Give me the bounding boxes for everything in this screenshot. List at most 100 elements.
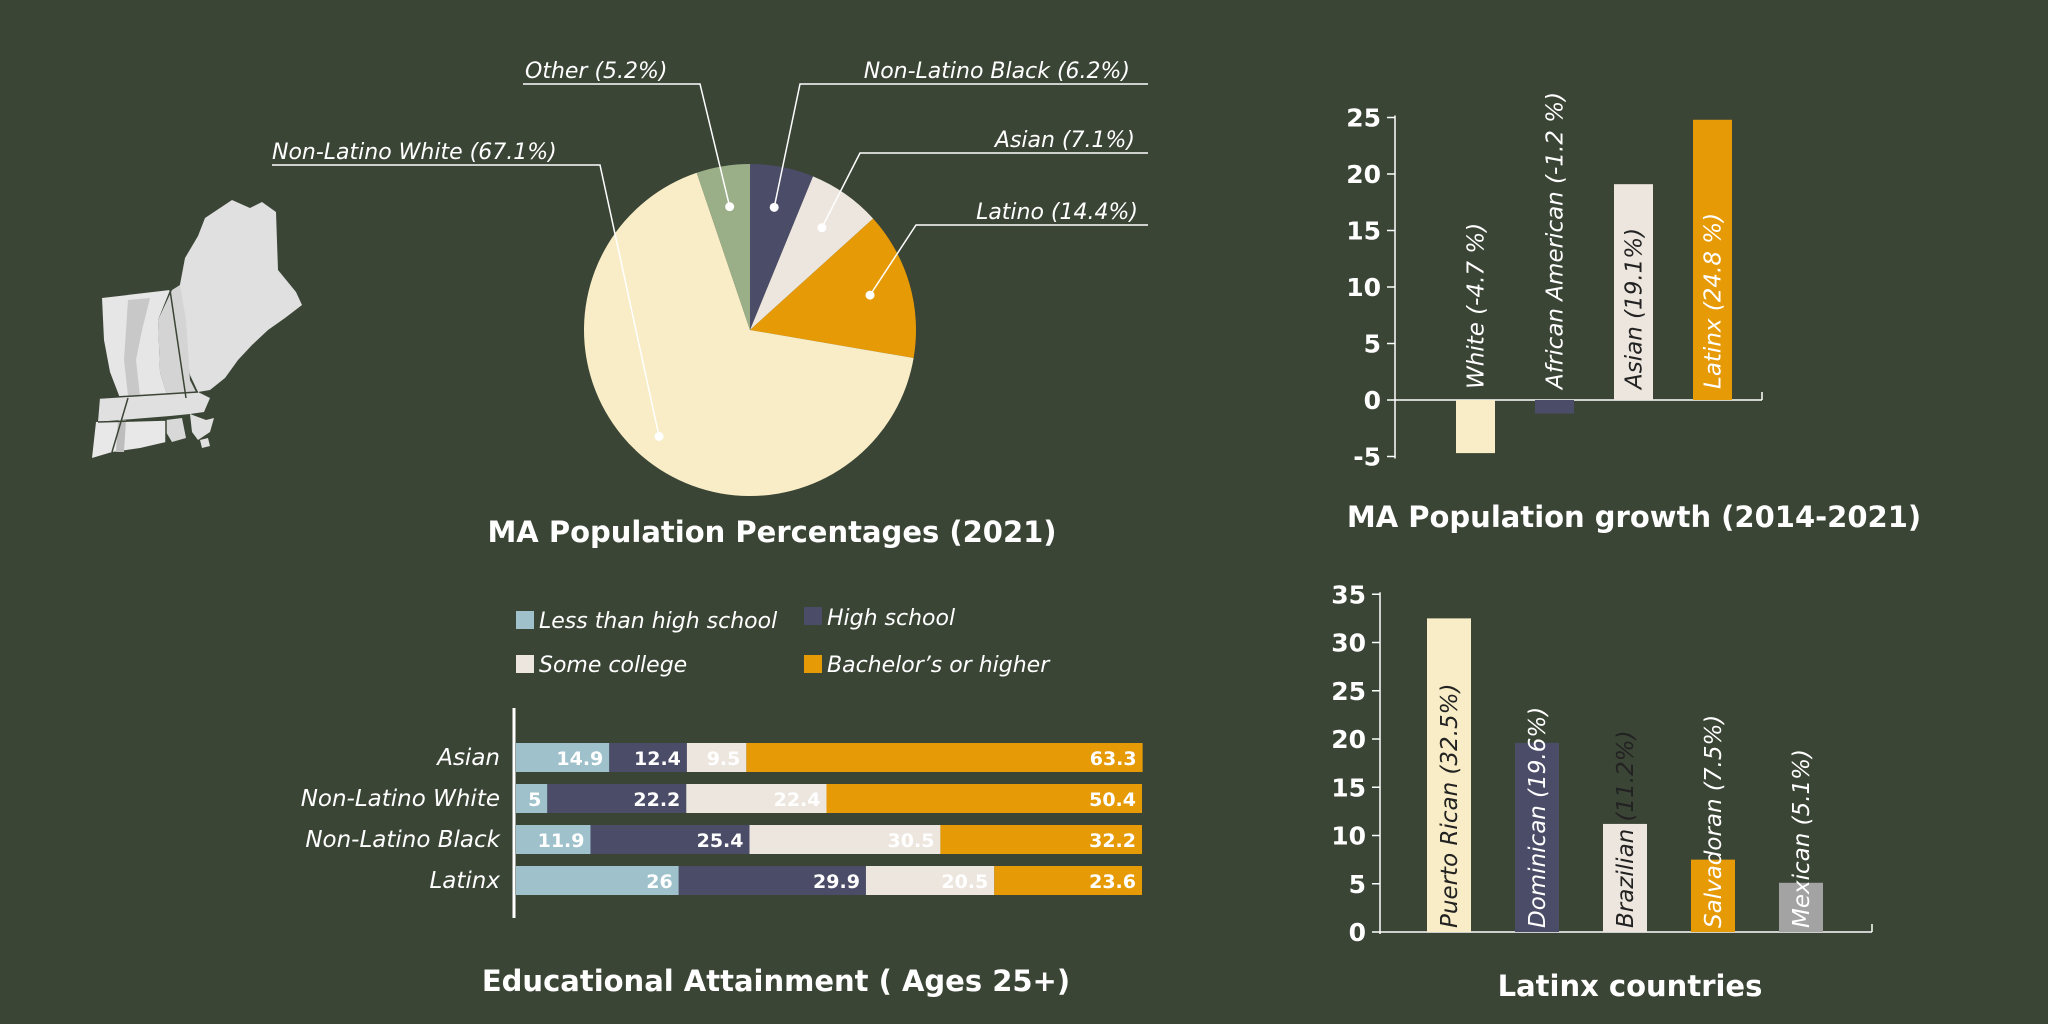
bar-label-salvadoran: Salvadoran (7.5%) [1701,715,1727,928]
y-tick-label: -5 [1353,443,1381,472]
bar-label-white: White (-4.7 %) [1464,223,1490,389]
bar-label-brazilian: Brazilian (11.2%) [1613,730,1639,928]
y-tick-label: 10 [1346,273,1381,302]
y-tick-label: 20 [1346,160,1381,189]
segment-some-college [749,825,941,854]
segment-value: 23.6 [1089,871,1136,893]
segment-value: 12.4 [634,748,681,770]
pie-label-non-latino-black: Non-Latino Black (6.2%) [864,59,1130,84]
pie-leader-line [773,83,1148,208]
segment-value: 20.5 [941,871,988,893]
segment-bachelor-s-or-higher [940,825,1142,854]
pie-slice-latino [750,218,916,359]
y-tick-label: 5 [1349,870,1366,899]
segment-bachelor-s-or-higher [826,784,1142,813]
segment-value: 5 [528,789,541,811]
segment-value: 29.9 [813,871,860,893]
y-tick-label: 30 [1331,629,1366,658]
row-label-non-latino-black: Non-Latino Black [305,827,501,853]
pie-slice-non-latino-white [584,172,914,497]
bar-brazilian [1603,823,1647,932]
y-tick-label: 20 [1331,725,1366,754]
bar-label-puerto-rican: Puerto Rican (32.5%) [1437,684,1463,928]
bar-latinx [1693,119,1732,400]
bar-white [1456,400,1495,454]
bar-asian [1614,184,1653,400]
legend-swatch-bachelors-or-higher [804,655,822,673]
bar-dominican [1515,742,1559,932]
segment-some-college [686,743,747,772]
y-tick-label: 10 [1331,822,1366,851]
pie-label-asian: Asian (7.1%) [993,128,1135,153]
y-tick-label: 15 [1331,773,1366,802]
row-label-latinx: Latinx [429,868,500,894]
segment-bachelor-s-or-higher [746,743,1143,772]
y-tick-label: 15 [1346,217,1381,246]
bar-label-african-american: African American (-1.2 %) [1543,92,1569,391]
legend-label-bachelors-or-higher: Bachelor’s or higher [827,653,1051,678]
bar-mexican [1779,882,1823,932]
legend-swatch-some-college [516,655,534,673]
segment-high-school [678,866,866,895]
segment-high-school [590,825,750,854]
segment-value: 22.4 [774,789,821,811]
pie-leader-line [821,152,1148,229]
legend-label-some-college: Some college [539,653,687,678]
segment-value: 25.4 [697,830,744,852]
pie-leader-line [272,164,660,437]
bar-african-american [1535,400,1574,414]
segment-value: 50.4 [1089,789,1136,811]
segment-high-school [547,784,687,813]
segment-value: 32.2 [1089,830,1136,852]
segment-value: 9.5 [707,748,741,770]
segment-bachelor-s-or-higher [994,866,1142,895]
segment-less-than-high-school [516,825,591,854]
stacked-bar-chart-education: Less than high school High school Some c… [301,606,1143,998]
y-tick-label: 0 [1349,918,1366,947]
pie-label-other: Other (5.2%) [525,59,668,84]
segment-less-than-high-school [516,784,548,813]
pie-chart-title: MA Population Percentages (2021) [487,515,1056,549]
y-tick-label: 25 [1331,677,1366,706]
bar-label-latinx: Latinx (24.8 %) [1701,213,1727,389]
pie-slice-other [696,164,750,330]
segment-value: 14.9 [556,748,603,770]
y-tick-label: 5 [1364,330,1381,359]
bar-salvadoran [1691,859,1735,932]
segment-value: 63.3 [1090,748,1137,770]
pie-leader-line [523,83,731,207]
legend-swatch-high-school [804,607,822,625]
pie-slice-non-latino-black [750,164,814,330]
pie-chart-population: Non-Latino Black (6.2%) Asian (7.1%) Latin… [272,59,1148,549]
pie-slice-asian [750,176,874,330]
bar-label-dominican: Dominican (19.6%) [1525,707,1551,928]
row-label-asian: Asian [435,745,500,771]
bar-label-asian: Asian (19.1%) [1622,228,1648,391]
segment-high-school [609,743,687,772]
segment-value: 30.5 [888,830,935,852]
segment-some-college [865,866,995,895]
pie-leader-line [869,224,1148,296]
segment-less-than-high-school [516,743,610,772]
y-tick-label: 0 [1364,386,1381,415]
pie-label-latino: Latino (14.4%) [976,200,1138,225]
latinx-chart-title: Latinx countries [1498,969,1763,1003]
segment-value: 22.2 [633,789,680,811]
segment-value: 26 [646,871,672,893]
y-tick-label: 35 [1331,580,1366,609]
y-tick-label: 25 [1346,104,1381,133]
legend-swatch-less-than-high-school [516,611,534,629]
bar-chart-latinx-countries: 0 5 10 15 20 25 30 35 Puerto Rican (32.5%) Domini… [1331,580,1873,1003]
new-england-map-icon [92,200,302,458]
row-label-non-latino-white: Non-Latino White [301,786,500,812]
education-chart-title: Educational Attainment ( Ages 25+) [482,964,1070,998]
bar-label-mexican: Mexican (5.1%) [1789,749,1815,928]
legend-label-high-school: High school [827,606,955,631]
legend-label-less-than-high-school: Less than high school [539,609,777,634]
pie-label-non-latino-white: Non-Latino White (67.1%) [272,140,557,165]
segment-less-than-high-school [516,866,679,895]
bar-chart-population-growth: -5 0 5 10 15 20 25 White (-4.7 %) African Americ… [1346,92,1921,534]
bar-puerto-rican [1427,618,1471,932]
segment-value: 11.9 [538,830,585,852]
